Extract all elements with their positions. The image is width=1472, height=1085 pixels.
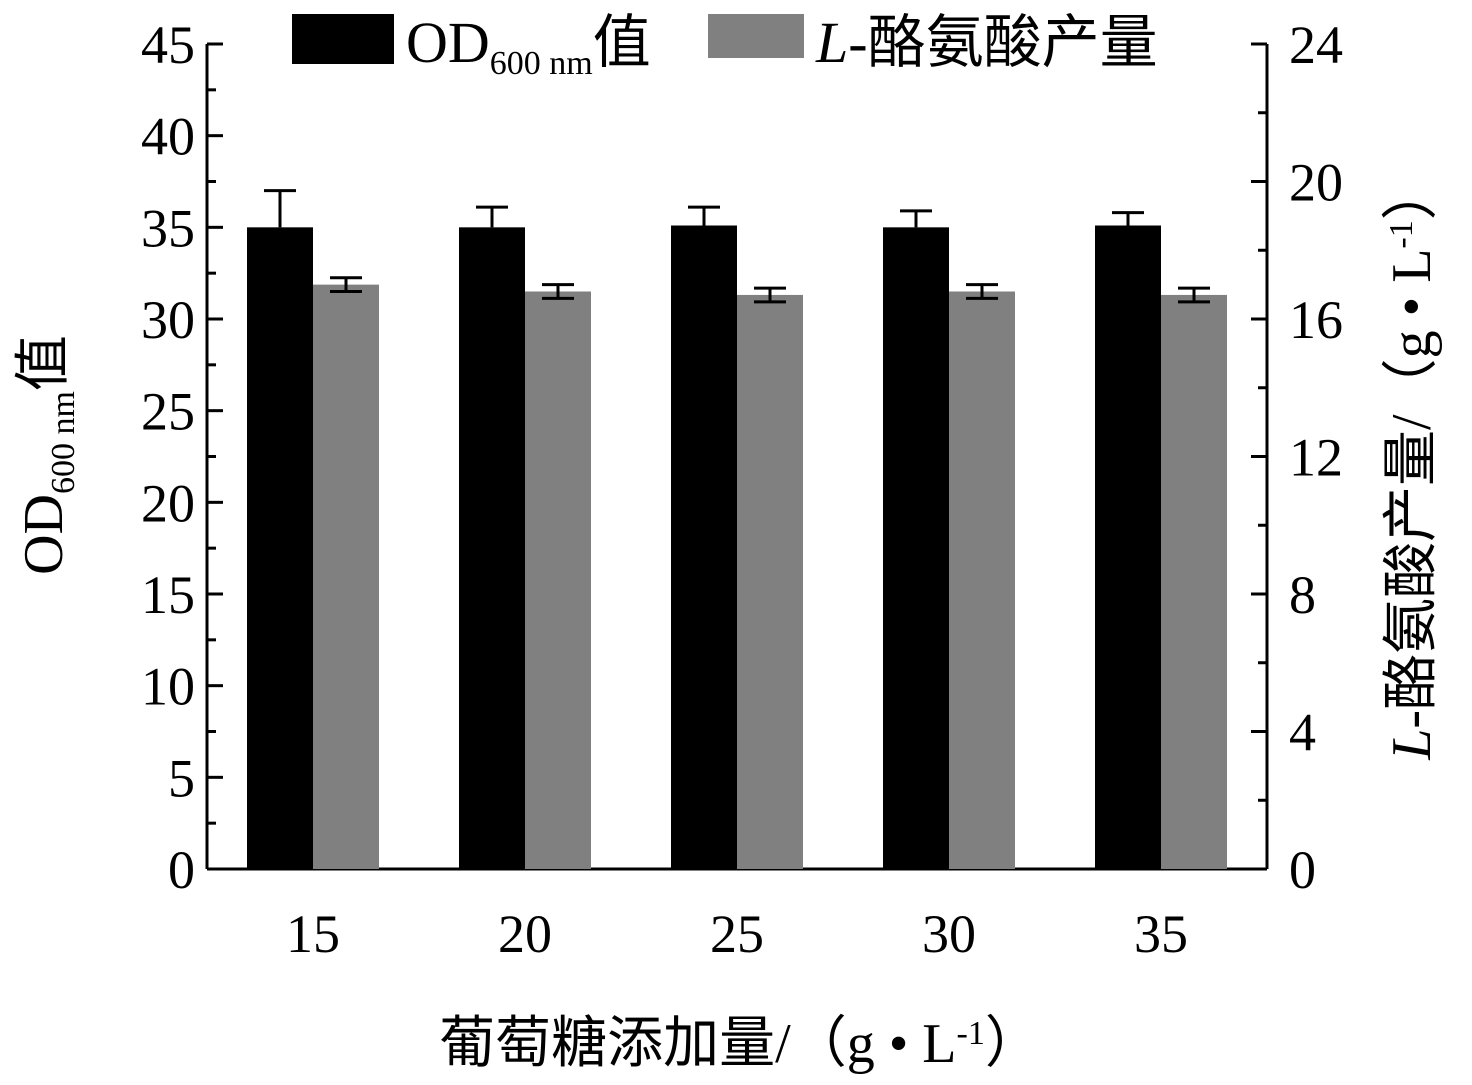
right-tick-label: 24 bbox=[1289, 15, 1343, 75]
legend-label-od-tail: 值 bbox=[593, 10, 651, 75]
x-tick-label: 35 bbox=[1134, 904, 1188, 964]
legend-label-tyrosine-italic: L bbox=[815, 10, 848, 75]
bar-od600 bbox=[459, 227, 525, 870]
right-axis-title-main: -酪氨酸产量/（g • L bbox=[1381, 249, 1443, 729]
right-axis-title: L-酪氨酸产量/（g • L-1） bbox=[1381, 164, 1443, 761]
legend-label-tyrosine-main: -酪氨酸产量 bbox=[848, 10, 1157, 75]
x-axis: 15 20 25 30 35 bbox=[286, 904, 1188, 964]
bar-tyrosine bbox=[1161, 294, 1227, 869]
left-axis-title-tail: 值 bbox=[13, 335, 75, 391]
bar-tyrosine bbox=[525, 291, 591, 869]
left-tick-label: 10 bbox=[141, 657, 195, 717]
legend-label-tyrosine: L-酪氨酸产量 bbox=[815, 10, 1158, 75]
x-tick-label: 20 bbox=[498, 904, 552, 964]
legend-label-od-main: OD bbox=[406, 10, 490, 75]
legend: OD600 nm值 L-酪氨酸产量 bbox=[292, 10, 1158, 82]
left-tick-label: 35 bbox=[141, 198, 195, 258]
right-tick-label: 4 bbox=[1289, 703, 1316, 763]
legend-label-od: OD600 nm值 bbox=[406, 10, 651, 82]
x-tick-label: 30 bbox=[922, 904, 976, 964]
x-axis-title-main: 葡萄糖添加量/（g • L bbox=[439, 1013, 956, 1075]
right-tick-label: 12 bbox=[1289, 428, 1343, 488]
right-axis-title-sup: -1 bbox=[1383, 220, 1420, 248]
right-axis-title-close: ） bbox=[1381, 164, 1443, 220]
x-axis-title-sup: -1 bbox=[957, 1015, 985, 1052]
left-y-axis: 0 5 10 15 20 25 30 35 40 45 bbox=[141, 15, 223, 900]
left-tick-label: 30 bbox=[141, 290, 195, 350]
left-axis-title-main: OD bbox=[13, 494, 75, 575]
bar-od600 bbox=[1095, 225, 1161, 869]
x-axis-title-close: ） bbox=[985, 1013, 1041, 1075]
legend-swatch-od bbox=[292, 14, 394, 64]
right-tick-label: 16 bbox=[1289, 290, 1343, 350]
bar-tyrosine bbox=[737, 294, 803, 869]
right-axis-title-italic: L bbox=[1381, 729, 1443, 761]
bars-group bbox=[247, 189, 1227, 870]
x-axis-title: 葡萄糖添加量/（g • L-1） bbox=[439, 1013, 1041, 1075]
x-tick-label: 15 bbox=[286, 904, 340, 964]
legend-label-od-sub: 600 nm bbox=[490, 45, 593, 82]
bar-od600 bbox=[247, 227, 313, 870]
legend-swatch-tyrosine bbox=[708, 14, 804, 58]
bar-tyrosine bbox=[313, 284, 379, 869]
left-axis-title-sub: 600 nm bbox=[45, 391, 82, 494]
x-tick-label: 25 bbox=[710, 904, 764, 964]
right-tick-label: 8 bbox=[1289, 565, 1316, 625]
bar-tyrosine bbox=[949, 291, 1015, 869]
left-tick-label: 0 bbox=[168, 840, 195, 900]
right-tick-label: 0 bbox=[1289, 840, 1316, 900]
bar-od600 bbox=[883, 227, 949, 870]
right-tick-label: 20 bbox=[1289, 153, 1343, 213]
left-tick-label: 25 bbox=[141, 382, 195, 442]
left-tick-label: 40 bbox=[141, 107, 195, 167]
left-tick-label: 5 bbox=[168, 748, 195, 808]
left-tick-label: 20 bbox=[141, 473, 195, 533]
left-tick-label: 15 bbox=[141, 565, 195, 625]
bar-od600 bbox=[671, 225, 737, 869]
left-tick-label: 45 bbox=[141, 15, 195, 75]
left-axis-title: OD600 nm值 bbox=[13, 335, 82, 575]
right-y-axis: 0 4 8 12 16 20 24 bbox=[1251, 15, 1343, 900]
